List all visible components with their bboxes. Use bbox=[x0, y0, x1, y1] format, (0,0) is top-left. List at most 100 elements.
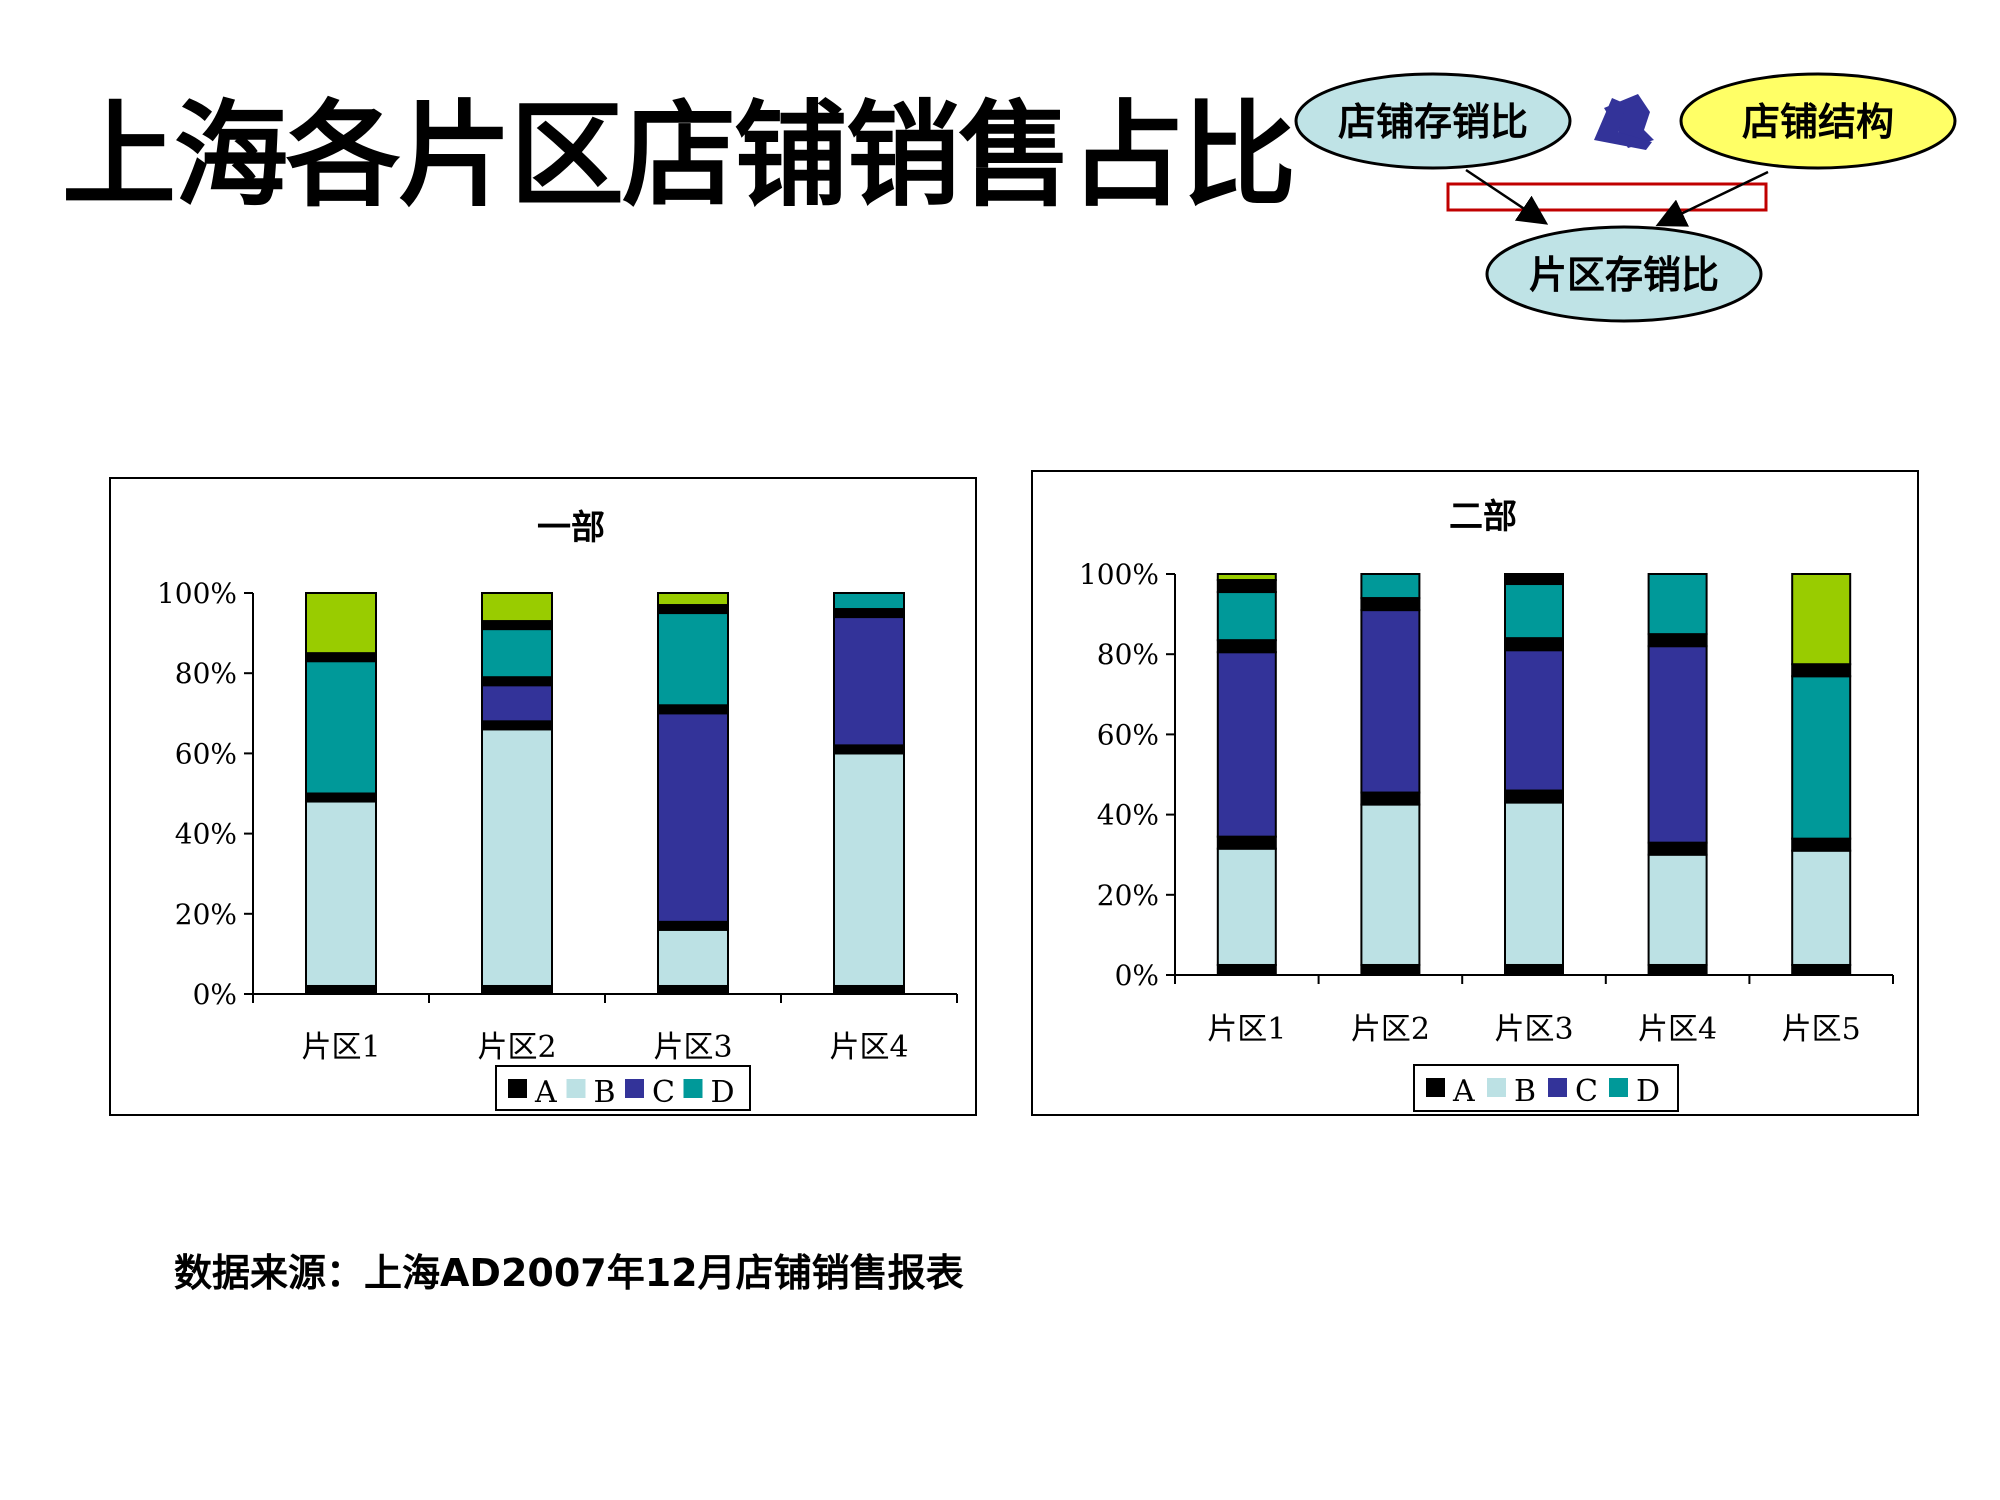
bar-segment-b bbox=[1504, 801, 1564, 966]
bar-segment-a bbox=[1216, 579, 1277, 594]
chart-dept2: 二部 0% 20% 40% 60% 80% 100% 片区1 片区2 片区3 片区4 片区5 A B C D bbox=[1079, 497, 1894, 1112]
bar-segment-a bbox=[833, 984, 905, 996]
legend-label-b: B bbox=[594, 1075, 616, 1110]
bar-segment-a bbox=[1791, 963, 1852, 977]
legend-box bbox=[1413, 1064, 1679, 1112]
bar-segment-e bbox=[305, 592, 377, 655]
bar-segment-d bbox=[1647, 573, 1708, 636]
bar-segment-a bbox=[1360, 597, 1421, 612]
bar-segment-c bbox=[1216, 651, 1277, 838]
y-tick-label: 20% bbox=[1097, 879, 1159, 912]
bar-segment-a bbox=[1216, 963, 1277, 977]
x-category-label: 片区3 bbox=[1494, 1012, 1573, 1047]
y-tick-label: 40% bbox=[175, 818, 237, 851]
bar-segment-c bbox=[1647, 645, 1708, 844]
bar-segment-b bbox=[833, 752, 905, 987]
legend-swatch-c bbox=[625, 1079, 644, 1098]
bar-segment-b bbox=[1360, 803, 1421, 966]
bar-segment-e bbox=[1791, 573, 1852, 666]
legend-swatch-b bbox=[1487, 1078, 1506, 1097]
bar-segment-a bbox=[1504, 573, 1564, 586]
y-tick-label: 0% bbox=[193, 978, 237, 1011]
legend-label-a: A bbox=[534, 1075, 557, 1110]
source-note: 数据来源：上海AD2007年12月店铺销售报表 bbox=[174, 1251, 964, 1295]
bar-segment-a bbox=[1791, 663, 1852, 678]
legend-swatch-b bbox=[566, 1079, 586, 1098]
legend-label-d: D bbox=[711, 1075, 735, 1110]
bar-segment-a bbox=[481, 984, 553, 996]
bar-segment-e bbox=[481, 592, 553, 623]
y-tick-label: 20% bbox=[175, 898, 237, 931]
node-structure-label: 店铺结构 bbox=[1742, 100, 1894, 144]
legend-swatch-a bbox=[1426, 1078, 1445, 1097]
bar-segment-b bbox=[305, 800, 377, 987]
bar-segment-a bbox=[1360, 963, 1421, 977]
legend-swatch-d bbox=[1609, 1078, 1628, 1097]
bar-segment-b bbox=[481, 728, 553, 987]
bar-segment-d bbox=[833, 592, 905, 611]
y-tick-label: 0% bbox=[1115, 959, 1159, 992]
bar-segment-d bbox=[305, 660, 377, 795]
y-tick-label: 80% bbox=[1097, 638, 1159, 671]
highlight-frame bbox=[1446, 182, 1768, 212]
bar-segment-c bbox=[481, 684, 553, 723]
bar-segment-a bbox=[481, 620, 553, 631]
bar-segment-d bbox=[481, 628, 553, 679]
y-tick-label: 80% bbox=[175, 657, 237, 690]
y-tick-label: 40% bbox=[1097, 799, 1159, 832]
bar-segment-a bbox=[1504, 637, 1564, 652]
y-tick-label: 100% bbox=[1079, 558, 1159, 591]
y-tick-label: 60% bbox=[1097, 718, 1159, 751]
bar-segment-d bbox=[1216, 591, 1277, 642]
legend-label-c: C bbox=[1575, 1074, 1598, 1109]
bar-segment-a bbox=[1647, 963, 1708, 977]
legend-label-b: B bbox=[1514, 1074, 1536, 1109]
legend-label-d: D bbox=[1636, 1074, 1660, 1109]
bar-segment-a bbox=[1791, 837, 1852, 852]
bar-segment-a bbox=[1216, 639, 1277, 654]
bar-segment-a bbox=[657, 984, 729, 996]
bar-segment-a bbox=[305, 984, 377, 996]
bar-segment-d bbox=[1504, 583, 1564, 640]
bar-segment-a bbox=[833, 608, 905, 619]
y-tick-label: 100% bbox=[157, 577, 237, 610]
chart-dept1: 一部 0% 20% 40% 60% 80% 100% 片区1 片区2 片区3 片区4 A B C D bbox=[157, 508, 958, 1111]
legend-box bbox=[495, 1065, 751, 1111]
bar-segment-a bbox=[1647, 841, 1708, 856]
x-category-label: 片区1 bbox=[1207, 1012, 1286, 1047]
node-store-ratio bbox=[1294, 72, 1572, 170]
x-category-label: 片区2 bbox=[477, 1030, 556, 1065]
bar-segment-c bbox=[833, 616, 905, 747]
x-category-label: 片区3 bbox=[653, 1030, 732, 1065]
arrow-right bbox=[1655, 170, 1769, 227]
bar-segment-a bbox=[657, 604, 729, 615]
bar-segment-d bbox=[657, 612, 729, 707]
legend-swatch-d bbox=[683, 1079, 703, 1098]
x-category-label: 片区4 bbox=[1638, 1012, 1717, 1047]
bar-segment-a bbox=[481, 720, 553, 731]
bar-segment-a bbox=[833, 744, 905, 755]
chart-title: 一部 bbox=[537, 508, 605, 548]
bar-segment-a bbox=[1647, 633, 1708, 648]
bar-segment-e bbox=[1216, 573, 1277, 582]
legend-swatch-a bbox=[508, 1079, 527, 1098]
arrow-left bbox=[1465, 168, 1549, 225]
bar-segment-d bbox=[1360, 573, 1421, 600]
bar-segment-c bbox=[1360, 609, 1421, 794]
x-category-label: 片区2 bbox=[1351, 1012, 1430, 1047]
bar-segment-b bbox=[1791, 849, 1852, 966]
node-area-ratio bbox=[1485, 225, 1763, 323]
bar-segment-a bbox=[305, 792, 377, 803]
x-category-label: 片区4 bbox=[829, 1030, 908, 1065]
bar-segment-b bbox=[657, 928, 729, 987]
bar-segment-a bbox=[1216, 835, 1277, 850]
bar-segment-c bbox=[1504, 649, 1564, 792]
bar-segment-a bbox=[1360, 791, 1421, 806]
bar-segment-b bbox=[1647, 853, 1708, 966]
bar-segment-a bbox=[1504, 963, 1564, 977]
node-area-ratio-label: 片区存销比 bbox=[1529, 253, 1719, 297]
legend-label-c: C bbox=[652, 1075, 675, 1110]
bar-segment-a bbox=[1504, 789, 1564, 804]
chart-panel-dept1: 一部 0% 20% 40% 60% 80% 100% 片区1 片区2 片区3 片区4 A B C D bbox=[109, 477, 977, 1116]
x-category-label: 片区5 bbox=[1782, 1012, 1861, 1047]
